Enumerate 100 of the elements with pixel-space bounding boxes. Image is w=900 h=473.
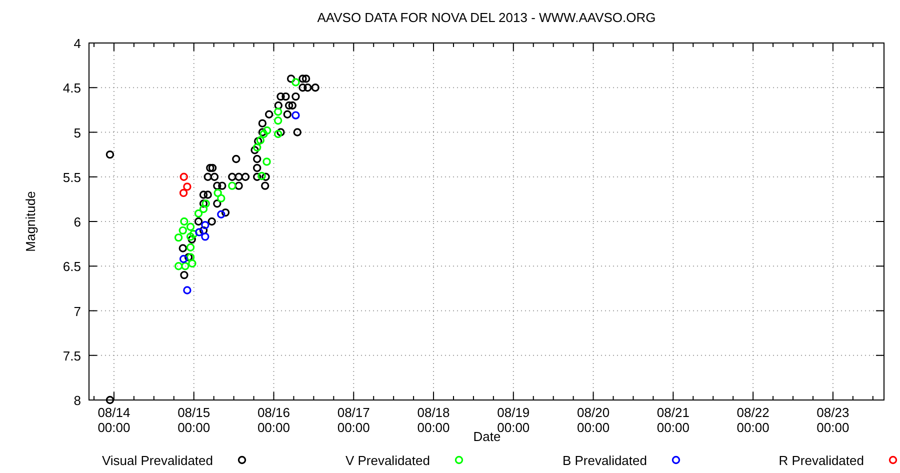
point xyxy=(213,200,222,208)
point xyxy=(264,110,274,118)
point xyxy=(298,74,307,83)
x-tick-label: 08/19 00:00 xyxy=(497,405,530,435)
y-tick-label: 8 xyxy=(74,393,81,408)
point xyxy=(274,101,282,110)
point xyxy=(213,182,222,190)
point xyxy=(181,262,190,270)
point xyxy=(179,188,188,198)
point xyxy=(188,259,196,268)
point xyxy=(283,110,292,118)
point xyxy=(304,84,312,92)
y-tick-label: 5 xyxy=(74,125,81,140)
point xyxy=(258,172,266,180)
point xyxy=(183,286,192,294)
point xyxy=(199,200,208,208)
point xyxy=(228,182,236,190)
point xyxy=(254,137,262,146)
point xyxy=(194,217,203,226)
point xyxy=(218,182,226,190)
point xyxy=(262,172,270,181)
point xyxy=(253,143,262,152)
point xyxy=(174,233,183,242)
chart-title: AAVSO DATA FOR NOVA DEL 2013 - WWW.AAVSO.ORG xyxy=(317,10,656,25)
point xyxy=(262,126,272,135)
point xyxy=(258,119,267,128)
point xyxy=(202,200,210,208)
point xyxy=(214,188,222,198)
point xyxy=(302,74,310,83)
x-tick-label: 08/18 00:00 xyxy=(417,405,450,435)
x-tick-label: 08/21 00:00 xyxy=(656,405,690,435)
point xyxy=(286,74,296,83)
point xyxy=(221,208,230,217)
point xyxy=(274,116,282,125)
legend-label: R Prevalidated xyxy=(778,453,864,468)
point xyxy=(282,92,290,101)
point xyxy=(217,194,226,202)
point xyxy=(106,396,114,404)
point xyxy=(288,101,296,110)
y-axis-title: Magnitude xyxy=(23,191,38,252)
point xyxy=(178,244,187,252)
point xyxy=(199,204,208,214)
point xyxy=(180,172,188,181)
point xyxy=(178,226,187,235)
point xyxy=(201,220,210,230)
point xyxy=(253,164,262,172)
point xyxy=(232,154,240,164)
legend-label: Visual Prevalidated xyxy=(102,453,213,468)
point xyxy=(260,182,270,190)
y-tick-label: 6 xyxy=(74,214,81,230)
point xyxy=(186,222,195,231)
point xyxy=(201,232,210,241)
point xyxy=(199,226,208,235)
point xyxy=(186,232,195,241)
x-tick-label: 08/14 00:00 xyxy=(98,405,130,435)
point xyxy=(284,101,294,110)
point xyxy=(234,172,243,181)
point xyxy=(194,209,203,218)
point xyxy=(293,128,302,136)
point xyxy=(274,108,282,116)
point xyxy=(276,128,285,136)
point xyxy=(180,217,188,226)
point xyxy=(217,210,226,218)
point xyxy=(195,228,204,236)
point xyxy=(188,235,196,244)
point xyxy=(204,190,212,199)
x-tick-label: 08/23 00:00 xyxy=(816,405,850,435)
point xyxy=(174,262,183,270)
y-tick-label: 7 xyxy=(74,304,81,319)
x-tick-label: 08/20 00:00 xyxy=(577,405,610,435)
x-tick-label: 08/15 00:00 xyxy=(178,405,210,435)
legend-label: V Prevalidated xyxy=(345,453,430,468)
x-tick-label: 08/22 00:00 xyxy=(736,405,770,435)
point xyxy=(228,172,236,181)
point xyxy=(186,243,195,252)
point xyxy=(106,150,114,159)
point xyxy=(274,130,282,138)
point xyxy=(250,146,259,154)
y-tick-label: 4.5 xyxy=(62,80,81,96)
point xyxy=(262,158,271,166)
point xyxy=(253,154,262,164)
legend-label: B Prevalidated xyxy=(562,453,647,468)
point xyxy=(179,254,188,264)
y-tick-label: 7.5 xyxy=(62,348,81,364)
point xyxy=(241,172,250,181)
point xyxy=(256,136,265,144)
point xyxy=(234,182,243,190)
point xyxy=(292,111,300,120)
point xyxy=(208,164,217,172)
point xyxy=(183,182,192,191)
y-tick-label: 5.5 xyxy=(62,170,81,185)
point xyxy=(276,92,285,101)
point xyxy=(292,78,300,86)
point xyxy=(292,92,300,101)
y-tick-label: 6.5 xyxy=(62,259,81,274)
point xyxy=(311,84,320,92)
point xyxy=(210,172,219,181)
point xyxy=(204,172,212,181)
point xyxy=(298,84,307,92)
point xyxy=(206,164,214,172)
